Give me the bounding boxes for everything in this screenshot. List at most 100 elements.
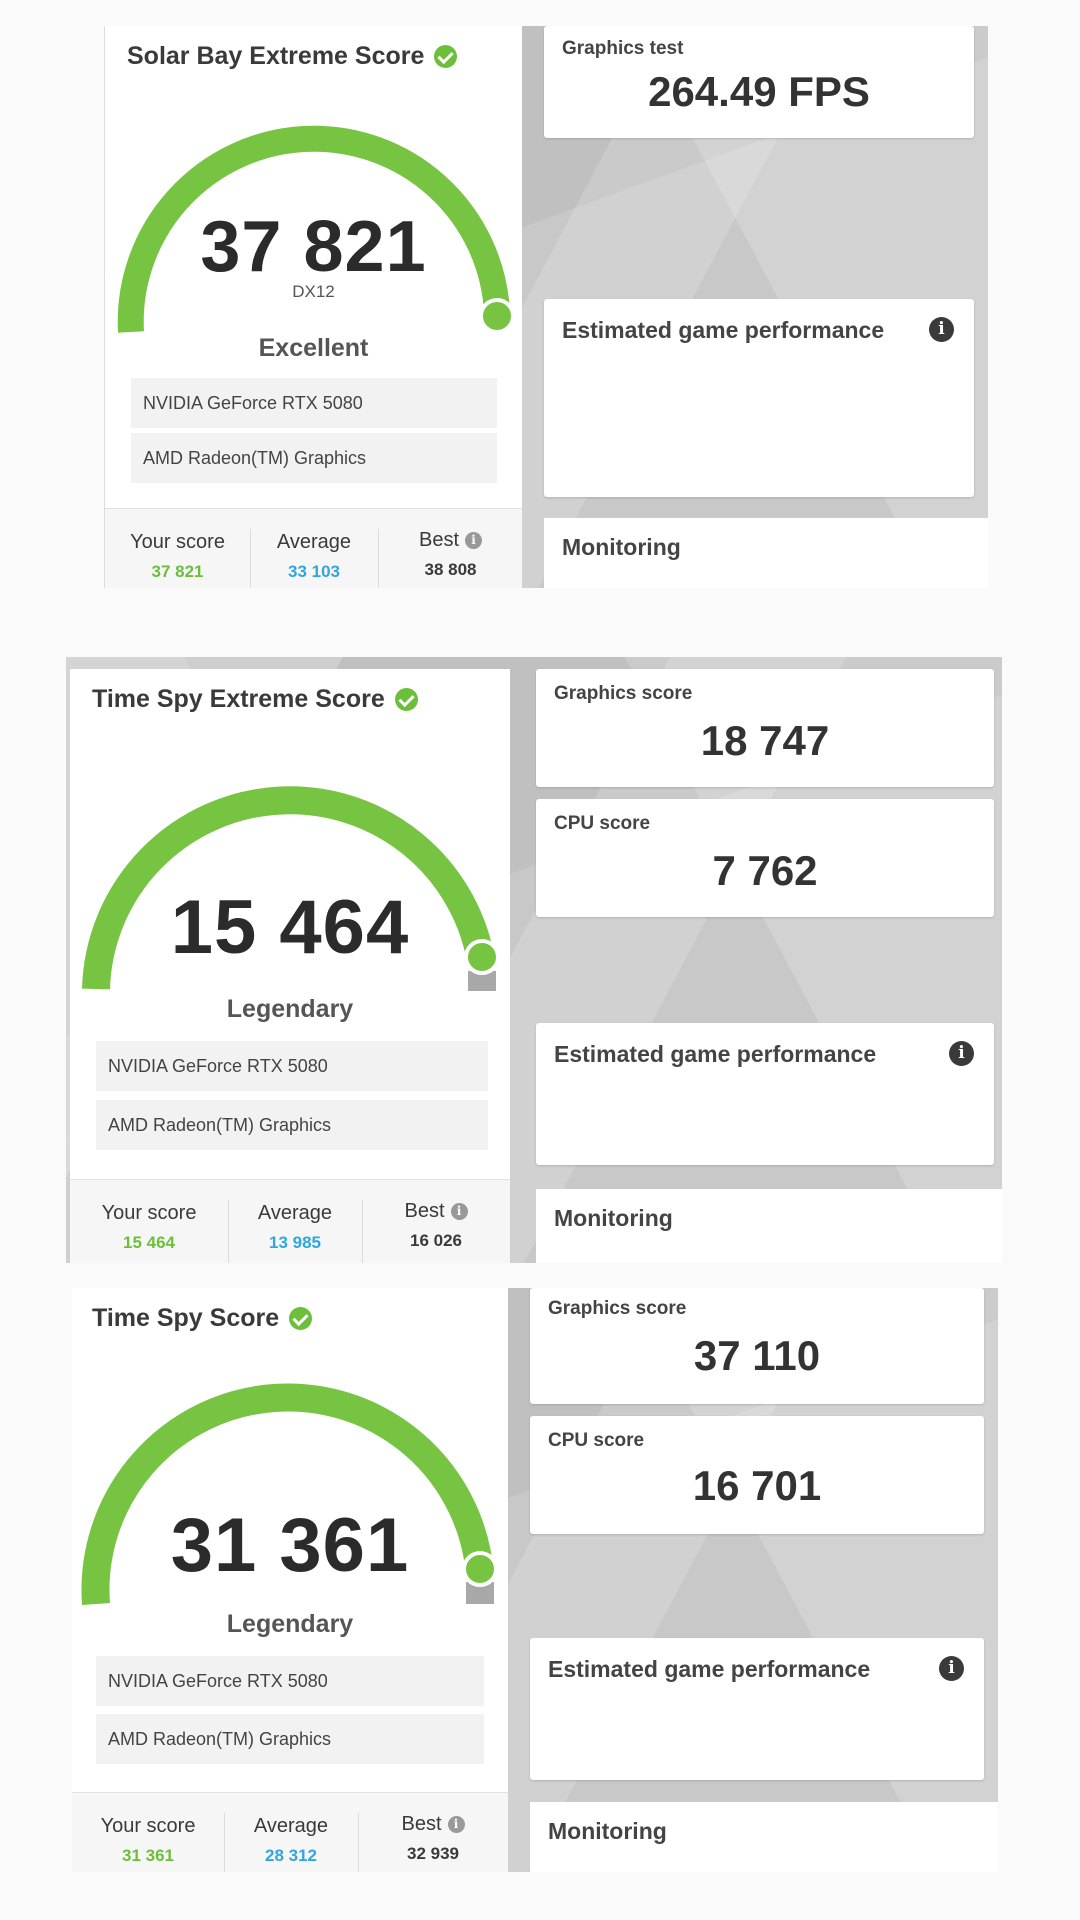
- best-value: 16 026: [410, 1231, 462, 1250]
- cpu-score-card: CPU score 16 701: [530, 1416, 984, 1534]
- average-value: 13 985: [269, 1233, 321, 1252]
- average-label: Average: [253, 1815, 329, 1837]
- api-label: DX12: [292, 282, 335, 301]
- info-icon[interactable]: i: [929, 317, 954, 342]
- gauge-arc: [117, 125, 510, 333]
- your-score-value: 37 821: [151, 562, 204, 581]
- divider: [362, 1200, 363, 1263]
- graphics-score-value: 37 110: [693, 1332, 821, 1379]
- best-label: Best: [401, 1813, 442, 1835]
- score-rating: Legendary: [226, 1610, 354, 1638]
- gauge-arc: [82, 786, 496, 990]
- average-label: Average: [257, 1202, 333, 1224]
- your-score-value: 15 464: [123, 1233, 175, 1252]
- gpu-secondary: AMD Radeon(TM) Graphics: [96, 1714, 484, 1764]
- score-title: Time Spy Extreme Score: [92, 685, 385, 713]
- divider: [378, 529, 379, 588]
- graphics-test-card: Graphics test 264.49 FPS: [544, 26, 974, 138]
- score-comparison-bar: Your score 15 464 Average 13 985 Best i 1…: [70, 1179, 510, 1263]
- graphics-score-label: Graphics score: [554, 683, 693, 704]
- score-value: 31 361: [170, 1503, 410, 1588]
- average-value: 28 312: [265, 1846, 317, 1865]
- gpu-primary: NVIDIA GeForce RTX 5080: [96, 1656, 484, 1706]
- graphics-score-card: Graphics score 18 747: [536, 669, 994, 787]
- info-icon[interactable]: i: [465, 532, 483, 549]
- monitoring-title: Monitoring: [548, 1818, 667, 1844]
- score-title-row: Time Spy Score: [92, 1304, 313, 1333]
- best-label: Best: [404, 1200, 445, 1222]
- your-score: Your score 31 361: [72, 1793, 224, 1872]
- score-title: Time Spy Score: [92, 1304, 280, 1332]
- your-score-label: Your score: [101, 1202, 197, 1224]
- info-icon[interactable]: i: [949, 1041, 974, 1066]
- gauge-track-remainder: [466, 1582, 494, 1604]
- divider: [358, 1813, 359, 1872]
- gauge-arc: [81, 1383, 494, 1605]
- monitoring-title: Monitoring: [554, 1205, 673, 1231]
- score-rating: Excellent: [258, 334, 369, 362]
- your-score: Your score 37 821: [105, 509, 250, 588]
- estimated-game-performance-title: Estimated game performance: [554, 1041, 877, 1067]
- gpu-primary: NVIDIA GeForce RTX 5080: [96, 1041, 488, 1091]
- divider: [228, 1200, 229, 1263]
- score-value: 15 464: [170, 885, 410, 970]
- result-panel-time-spy: Time Spy Score 31 361 Legendary NVIDIA G…: [72, 1288, 998, 1872]
- estimated-game-performance-card: Estimated game performance i: [536, 1023, 994, 1165]
- score-gauge: [82, 786, 500, 991]
- estimated-game-performance-card: Estimated game performance i: [544, 299, 974, 497]
- info-icon[interactable]: i: [450, 1203, 468, 1220]
- score-card: Solar Bay Extreme Score 37 821 DX12 Exce…: [104, 26, 522, 588]
- average-score: Average 33 103: [250, 509, 378, 588]
- estimated-game-performance-title: Estimated game performance: [548, 1656, 871, 1682]
- average-value: 33 103: [288, 562, 340, 581]
- best-value: 32 939: [407, 1844, 459, 1863]
- best-score: Best i 16 026: [362, 1180, 510, 1263]
- score-card: Time Spy Score 31 361 Legendary NVIDIA G…: [72, 1288, 508, 1872]
- estimated-game-performance-card: Estimated game performance i: [530, 1638, 984, 1780]
- monitoring-header[interactable]: Monitoring: [544, 518, 988, 588]
- best-score: Best i 38 808: [378, 509, 522, 588]
- gpu-secondary: AMD Radeon(TM) Graphics: [131, 433, 497, 483]
- check-circle-icon: [434, 45, 458, 68]
- average-score: Average 28 312: [224, 1793, 358, 1872]
- graphics-score-label: Graphics score: [548, 1298, 687, 1319]
- score-title-row: Solar Bay Extreme Score: [127, 42, 458, 71]
- your-score-label: Your score: [100, 1815, 196, 1837]
- info-icon[interactable]: i: [939, 1656, 964, 1681]
- graphics-score-card: Graphics score 37 110: [530, 1288, 984, 1404]
- your-score-value: 31 361: [122, 1846, 174, 1865]
- cpu-score-value: 16 701: [692, 1462, 822, 1509]
- your-score: Your score 15 464: [70, 1180, 228, 1263]
- info-icon[interactable]: i: [447, 1816, 465, 1833]
- check-circle-icon: [394, 688, 418, 711]
- best-label: Best: [418, 529, 460, 551]
- average-label: Average: [276, 531, 352, 553]
- score-value: 37 821: [200, 207, 427, 287]
- monitoring-header[interactable]: Monitoring: [530, 1802, 998, 1872]
- score-rating: Legendary: [226, 995, 354, 1023]
- score-comparison-bar: Your score 31 361 Average 28 312 Best i 3…: [72, 1792, 508, 1872]
- gauge-track-remainder: [468, 971, 496, 991]
- score-title-row: Time Spy Extreme Score: [92, 685, 418, 714]
- result-panel-solar-bay-extreme: Solar Bay Extreme Score 37 821 DX12 Exce…: [104, 26, 988, 588]
- gauge-marker: [462, 1551, 498, 1587]
- monitoring-header[interactable]: Monitoring: [536, 1189, 1002, 1263]
- score-comparison-bar: Your score 37 821 Average 33 103 Best i 3…: [105, 508, 522, 588]
- monitoring-title: Monitoring: [562, 534, 681, 560]
- divider: [224, 1813, 225, 1872]
- gauge-marker: [479, 298, 515, 334]
- cpu-score-card: CPU score 7 762: [536, 799, 994, 917]
- cpu-score-value: 7 762: [712, 847, 818, 894]
- best-value: 38 808: [424, 560, 477, 579]
- graphics-score-value: 18 747: [700, 717, 830, 764]
- gpu-primary: NVIDIA GeForce RTX 5080: [131, 378, 497, 428]
- cpu-score-label: CPU score: [554, 813, 651, 834]
- score-gauge: [81, 1383, 498, 1605]
- check-circle-icon: [289, 1307, 313, 1330]
- result-panel-time-spy-extreme: Time Spy Extreme Score 15 464 Legendary …: [66, 657, 1002, 1263]
- cpu-score-label: CPU score: [548, 1430, 645, 1451]
- your-score-label: Your score: [130, 531, 225, 553]
- graphics-test-value: 264.49 FPS: [648, 68, 870, 115]
- average-score: Average 13 985: [228, 1180, 362, 1263]
- score-card: Time Spy Extreme Score 15 464 Legendary …: [70, 669, 510, 1263]
